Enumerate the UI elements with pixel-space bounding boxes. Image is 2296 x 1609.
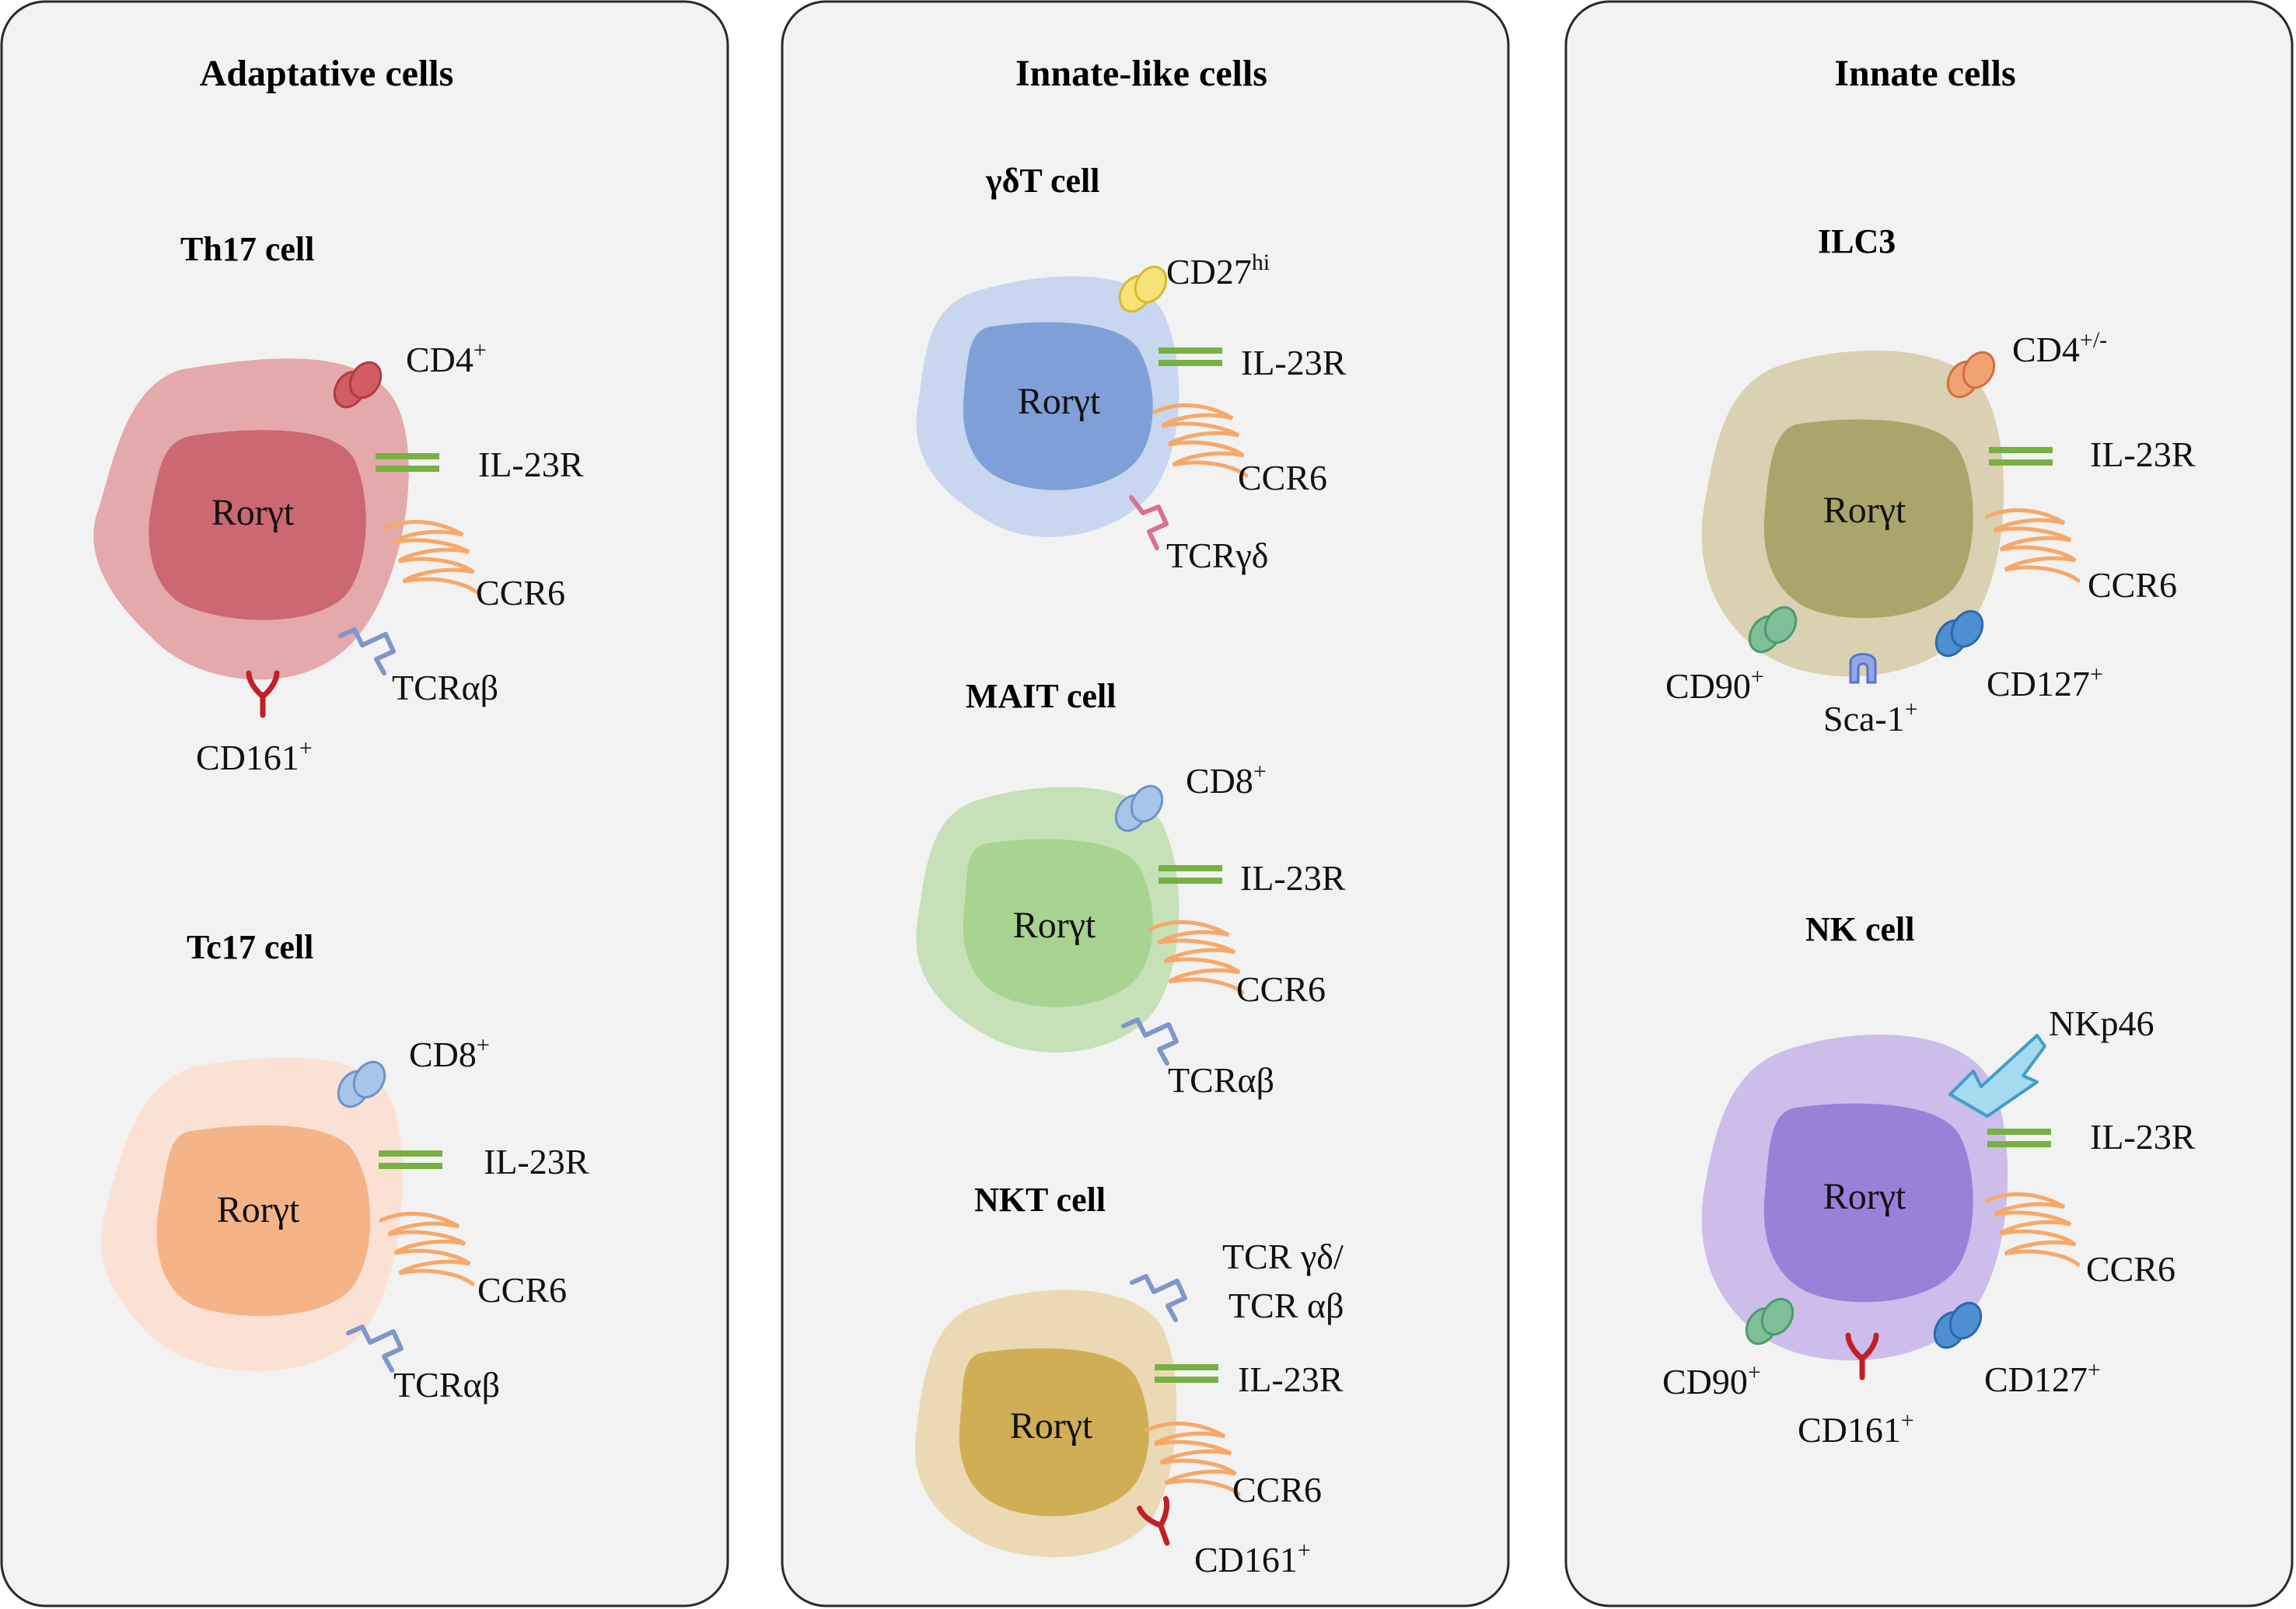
nk-nucleus — [1763, 1103, 1973, 1303]
ilc3-il23r-label: IL-23R — [2090, 435, 2196, 474]
nkt-il23r-label: IL-23R — [1238, 1359, 1344, 1399]
mait-nucleus — [963, 839, 1153, 1007]
th17-ccr6-label: CCR6 — [476, 573, 565, 613]
tc17-ccr6-label: CCR6 — [477, 1270, 567, 1310]
ilc3-cell: ILC3 Rorγt CD4+/- IL-23R CCR6 CD90+ Sca-… — [1665, 222, 2196, 738]
ilc3-nucleus-label: Rorγt — [1823, 490, 1906, 531]
gdt-cell: γδT cell Rorγt CD27hi IL-23R CCR6 TCRγδ — [916, 162, 1347, 575]
th17-cd161-label: CD161+ — [196, 735, 313, 777]
th17-tcr-label: TCRαβ — [392, 668, 498, 707]
ilc3-sca1-icon — [1849, 653, 1877, 684]
gdt-il23r-label: IL-23R — [1241, 343, 1347, 382]
panel-title-adaptative: Adaptative cells — [200, 53, 454, 94]
ilc3-nucleus — [1763, 419, 1973, 619]
nkt-tcr-label-2: TCR αβ — [1228, 1286, 1344, 1325]
cell-title-th17: Th17 cell — [180, 230, 314, 268]
nkt-nucleus — [959, 1348, 1149, 1517]
panel-adaptative — [0, 0, 729, 1607]
cell-title-ilc3: ILC3 — [1818, 222, 1896, 260]
nk-cell: NK cell Rorγt NKp46 IL-23R CCR6 CD90+ CD… — [1662, 910, 2196, 1450]
mait-nucleus-label: Rorγt — [1013, 905, 1096, 946]
gdt-cd27-label: CD27hi — [1166, 250, 1270, 291]
cell-title-nk: NK cell — [1805, 910, 1915, 948]
ilc3-sca1-label: Sca-1+ — [1823, 696, 1918, 738]
nk-ccr6-label: CCR6 — [2086, 1249, 2175, 1289]
gdt-tcrgd-icon — [1129, 495, 1169, 550]
th17-nucleus-label: Rorγt — [211, 492, 295, 533]
cell-title-gdt: γδT cell — [985, 162, 1099, 200]
gdt-ccr6-label: CCR6 — [1238, 458, 1327, 497]
nkt-cd161-label: CD161+ — [1194, 1537, 1311, 1579]
nkt-cell: NKT cell Rorγt TCR γδ/ TCR αβ IL-23R CCR… — [914, 1181, 1344, 1579]
ilc3-cd90-label: CD90+ — [1665, 664, 1764, 706]
gdt-tcrgd-label: TCRγδ — [1166, 536, 1268, 575]
mait-il23r-label: IL-23R — [1240, 858, 1346, 898]
nk-cd161-label: CD161+ — [1798, 1408, 1914, 1450]
cell-title-tc17: Tc17 cell — [187, 928, 313, 966]
gdt-nucleus — [963, 322, 1153, 490]
nk-cd90-label: CD90+ — [1662, 1359, 1761, 1401]
panel-title-innate-like: Innate-like cells — [1015, 53, 1267, 94]
mait-ccr6-label: CCR6 — [1236, 969, 1326, 1009]
tc17-tcr-label: TCRαβ — [393, 1365, 500, 1405]
th17-cd4-label: CD4+ — [406, 337, 487, 379]
nk-nucleus-label: Rorγt — [1823, 1176, 1906, 1217]
cell-title-mait: MAIT cell — [966, 677, 1117, 715]
tc17-cell: Tc17 cell Rorγt CD8+ IL-23R CCR6 TCRαβ — [101, 928, 589, 1405]
tc17-cd8-label: CD8+ — [409, 1032, 490, 1074]
mait-tcr-label: TCRαβ — [1168, 1060, 1274, 1100]
nk-il23r-label: IL-23R — [2090, 1117, 2196, 1157]
cell-title-nkt: NKT cell — [974, 1181, 1106, 1219]
th17-il23r-label: IL-23R — [478, 445, 584, 484]
nk-cd127-label: CD127+ — [1984, 1357, 2101, 1399]
tc17-il23r-label: IL-23R — [484, 1142, 589, 1181]
ilc3-cd4-label: CD4+/- — [2012, 327, 2107, 369]
panel-title-innate: Innate cells — [1834, 53, 2015, 94]
th17-cell: Th17 cell Rorγt CD4+ IL-23R CCR6 TCRαβ C… — [93, 230, 584, 777]
ilc3-ccr6-label: CCR6 — [2088, 565, 2177, 605]
ilc3-cd127-label: CD127+ — [1987, 661, 2103, 703]
nkt-nucleus-label: Rorγt — [1010, 1405, 1093, 1447]
tc17-nucleus — [156, 1125, 371, 1317]
mait-cell: MAIT cell Rorγt CD8+ IL-23R CCR6 TCRαβ — [916, 677, 1346, 1100]
gdt-nucleus-label: Rorγt — [1018, 381, 1101, 422]
nk-nkp46-icon — [1948, 1034, 2046, 1118]
mait-cd8-label: CD8+ — [1186, 759, 1267, 801]
nkt-ccr6-label: CCR6 — [1232, 1470, 1322, 1510]
th17-nucleus — [149, 430, 366, 620]
nkt-tcr-label-1: TCR γδ/ — [1222, 1237, 1344, 1276]
tc17-nucleus-label: Rorγt — [217, 1189, 300, 1230]
nk-nkp46-label: NKp46 — [2049, 1003, 2154, 1043]
